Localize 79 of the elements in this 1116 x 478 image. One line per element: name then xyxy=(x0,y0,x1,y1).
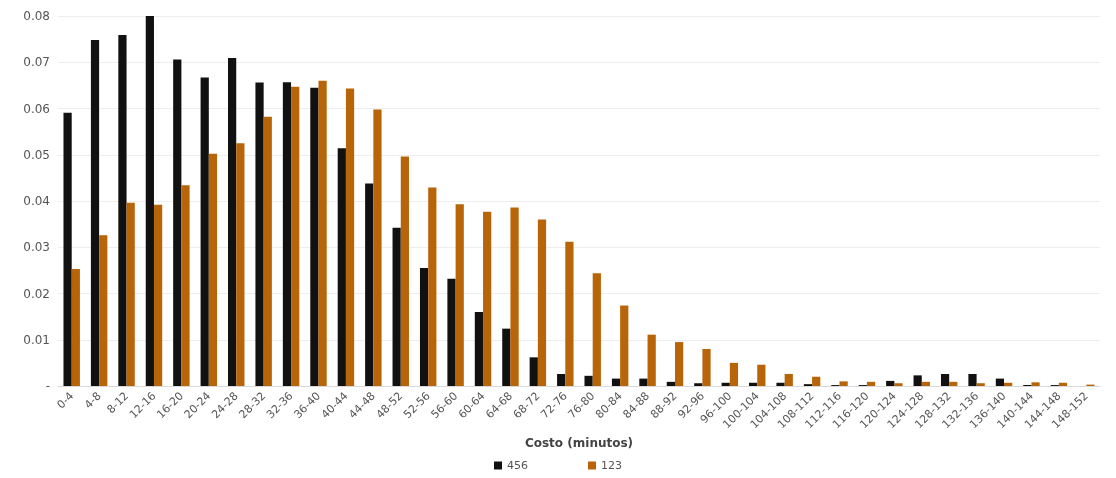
bar xyxy=(592,273,601,386)
y-tick-label: 0.01 xyxy=(23,332,50,347)
bar xyxy=(729,362,739,386)
bar xyxy=(694,383,703,386)
bar xyxy=(90,40,100,386)
bar xyxy=(400,156,409,386)
y-tick-label: 0.06 xyxy=(23,101,50,116)
bar xyxy=(63,112,72,386)
y-tick-label: 0.03 xyxy=(23,240,50,255)
bar xyxy=(419,268,429,386)
bar xyxy=(1031,382,1040,386)
bar xyxy=(510,207,519,386)
bar xyxy=(310,87,319,386)
bar xyxy=(866,381,876,386)
bar xyxy=(345,88,355,386)
legend-label: 123 xyxy=(601,459,622,472)
bar xyxy=(447,278,456,386)
bar xyxy=(153,204,163,386)
bar xyxy=(318,80,327,386)
bar xyxy=(181,185,190,386)
bar xyxy=(620,305,629,386)
y-tick-label: 0.02 xyxy=(23,286,50,301)
bar xyxy=(647,334,656,386)
bar xyxy=(228,58,237,386)
bar xyxy=(584,375,593,386)
y-tick-label: 0.05 xyxy=(23,147,50,162)
y-tick-label: 0.08 xyxy=(23,9,50,23)
bar xyxy=(565,241,574,386)
bar xyxy=(99,235,108,386)
bar xyxy=(282,82,292,386)
bar xyxy=(702,349,711,386)
bar xyxy=(674,342,684,386)
bar xyxy=(886,380,895,386)
bar xyxy=(428,187,437,386)
bar xyxy=(365,183,374,386)
y-tick-label: 0.04 xyxy=(23,194,50,208)
bar xyxy=(784,373,793,386)
bar xyxy=(529,357,538,386)
bar xyxy=(949,381,958,386)
bar xyxy=(502,328,511,386)
bar xyxy=(255,82,264,386)
x-axis-title: Costo (minutos) xyxy=(524,436,634,451)
bar xyxy=(208,153,218,386)
bar xyxy=(118,34,127,386)
bar xyxy=(968,373,977,386)
bar xyxy=(474,312,484,386)
bar xyxy=(291,86,300,386)
bar xyxy=(337,148,346,386)
bar xyxy=(666,381,675,386)
bar xyxy=(839,381,848,386)
bar xyxy=(940,373,950,386)
bar xyxy=(392,227,401,386)
y-tick-label: - xyxy=(45,379,50,393)
bar xyxy=(145,16,154,386)
bar xyxy=(173,59,182,386)
x-tick-label: 4-8 xyxy=(81,389,104,412)
bar xyxy=(812,376,821,386)
bar xyxy=(263,116,272,386)
bar xyxy=(483,211,492,386)
bar xyxy=(921,381,930,386)
bar xyxy=(373,109,382,386)
bar xyxy=(200,77,209,386)
bar xyxy=(976,383,985,386)
bar xyxy=(236,143,245,386)
bar xyxy=(639,378,648,386)
bar xyxy=(455,204,464,386)
bar xyxy=(557,373,566,386)
bar xyxy=(71,268,80,386)
bar xyxy=(611,378,621,386)
bar xyxy=(776,382,785,386)
legend-label: 456 xyxy=(507,459,528,472)
bar xyxy=(894,383,903,386)
bar xyxy=(126,202,135,386)
bar xyxy=(995,378,1005,386)
bar xyxy=(757,364,766,386)
x-tick-label: 0-4 xyxy=(54,389,77,412)
bar xyxy=(913,375,922,386)
y-tick-label: 0.07 xyxy=(23,55,50,70)
bar xyxy=(537,219,547,386)
